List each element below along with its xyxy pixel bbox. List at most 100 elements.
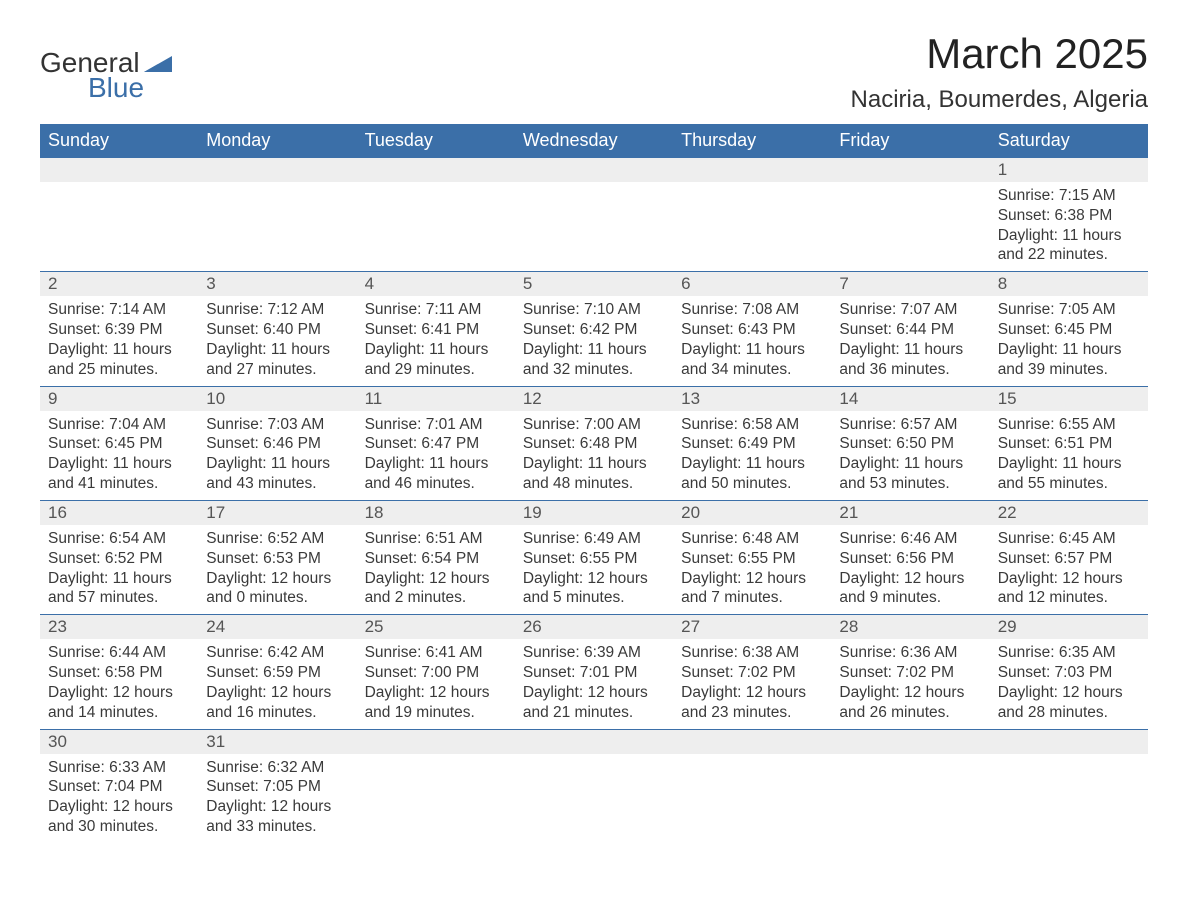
calendar-cell bbox=[357, 158, 515, 272]
calendar-cell: 28Sunrise: 6:36 AMSunset: 7:02 PMDayligh… bbox=[831, 615, 989, 729]
daylight-text: Daylight: 11 hours bbox=[48, 569, 190, 589]
day-body bbox=[40, 182, 198, 252]
daylight-text: and 9 minutes. bbox=[839, 588, 981, 608]
day-body: Sunrise: 6:49 AMSunset: 6:55 PMDaylight:… bbox=[515, 525, 673, 614]
day-number: 24 bbox=[198, 615, 356, 639]
daylight-text: Daylight: 11 hours bbox=[681, 454, 823, 474]
calendar-body: 1Sunrise: 7:15 AMSunset: 6:38 PMDaylight… bbox=[40, 158, 1148, 843]
daylight-text: Daylight: 11 hours bbox=[839, 454, 981, 474]
sunrise-text: Sunrise: 6:44 AM bbox=[48, 643, 190, 663]
daylight-text: Daylight: 11 hours bbox=[48, 454, 190, 474]
day-number: 30 bbox=[40, 730, 198, 754]
daylight-text: and 57 minutes. bbox=[48, 588, 190, 608]
sunset-text: Sunset: 6:56 PM bbox=[839, 549, 981, 569]
daylight-text: and 53 minutes. bbox=[839, 474, 981, 494]
daylight-text: Daylight: 11 hours bbox=[206, 454, 348, 474]
sunrise-text: Sunrise: 6:36 AM bbox=[839, 643, 981, 663]
sunset-text: Sunset: 7:03 PM bbox=[998, 663, 1140, 683]
sunrise-text: Sunrise: 6:35 AM bbox=[998, 643, 1140, 663]
sunset-text: Sunset: 6:49 PM bbox=[681, 434, 823, 454]
sunset-text: Sunset: 7:04 PM bbox=[48, 777, 190, 797]
sunset-text: Sunset: 6:55 PM bbox=[523, 549, 665, 569]
day-body: Sunrise: 6:33 AMSunset: 7:04 PMDaylight:… bbox=[40, 754, 198, 843]
day-body: Sunrise: 6:36 AMSunset: 7:02 PMDaylight:… bbox=[831, 639, 989, 728]
daylight-text: and 23 minutes. bbox=[681, 703, 823, 723]
sunrise-text: Sunrise: 6:58 AM bbox=[681, 415, 823, 435]
sunrise-text: Sunrise: 7:04 AM bbox=[48, 415, 190, 435]
calendar-cell: 22Sunrise: 6:45 AMSunset: 6:57 PMDayligh… bbox=[990, 500, 1148, 614]
day-number: 5 bbox=[515, 272, 673, 296]
sunset-text: Sunset: 6:51 PM bbox=[998, 434, 1140, 454]
sunrise-text: Sunrise: 7:03 AM bbox=[206, 415, 348, 435]
calendar-cell: 5Sunrise: 7:10 AMSunset: 6:42 PMDaylight… bbox=[515, 272, 673, 386]
sunset-text: Sunset: 6:47 PM bbox=[365, 434, 507, 454]
day-body: Sunrise: 6:48 AMSunset: 6:55 PMDaylight:… bbox=[673, 525, 831, 614]
daylight-text: Daylight: 12 hours bbox=[523, 569, 665, 589]
day-number bbox=[40, 158, 198, 182]
sunset-text: Sunset: 6:52 PM bbox=[48, 549, 190, 569]
sunset-text: Sunset: 6:38 PM bbox=[998, 206, 1140, 226]
day-body: Sunrise: 6:52 AMSunset: 6:53 PMDaylight:… bbox=[198, 525, 356, 614]
brand-triangle-icon bbox=[144, 50, 172, 75]
calendar-cell: 2Sunrise: 7:14 AMSunset: 6:39 PMDaylight… bbox=[40, 272, 198, 386]
daylight-text: and 32 minutes. bbox=[523, 360, 665, 380]
sunrise-text: Sunrise: 6:51 AM bbox=[365, 529, 507, 549]
sunset-text: Sunset: 7:02 PM bbox=[839, 663, 981, 683]
sunrise-text: Sunrise: 6:46 AM bbox=[839, 529, 981, 549]
sunrise-text: Sunrise: 7:07 AM bbox=[839, 300, 981, 320]
calendar-cell: 16Sunrise: 6:54 AMSunset: 6:52 PMDayligh… bbox=[40, 500, 198, 614]
day-number bbox=[198, 158, 356, 182]
day-number: 28 bbox=[831, 615, 989, 639]
daylight-text: Daylight: 11 hours bbox=[681, 340, 823, 360]
daylight-text: and 12 minutes. bbox=[998, 588, 1140, 608]
sunrise-text: Sunrise: 6:52 AM bbox=[206, 529, 348, 549]
day-number: 4 bbox=[357, 272, 515, 296]
sunrise-text: Sunrise: 7:12 AM bbox=[206, 300, 348, 320]
day-body: Sunrise: 7:00 AMSunset: 6:48 PMDaylight:… bbox=[515, 411, 673, 500]
sunset-text: Sunset: 6:46 PM bbox=[206, 434, 348, 454]
calendar-cell: 20Sunrise: 6:48 AMSunset: 6:55 PMDayligh… bbox=[673, 500, 831, 614]
sunrise-text: Sunrise: 6:38 AM bbox=[681, 643, 823, 663]
calendar-cell: 19Sunrise: 6:49 AMSunset: 6:55 PMDayligh… bbox=[515, 500, 673, 614]
day-body: Sunrise: 6:35 AMSunset: 7:03 PMDaylight:… bbox=[990, 639, 1148, 728]
day-body: Sunrise: 7:04 AMSunset: 6:45 PMDaylight:… bbox=[40, 411, 198, 500]
calendar-cell: 21Sunrise: 6:46 AMSunset: 6:56 PMDayligh… bbox=[831, 500, 989, 614]
daylight-text: and 14 minutes. bbox=[48, 703, 190, 723]
day-number: 25 bbox=[357, 615, 515, 639]
day-body: Sunrise: 6:46 AMSunset: 6:56 PMDaylight:… bbox=[831, 525, 989, 614]
sunrise-text: Sunrise: 7:15 AM bbox=[998, 186, 1140, 206]
calendar-cell: 4Sunrise: 7:11 AMSunset: 6:41 PMDaylight… bbox=[357, 272, 515, 386]
sunset-text: Sunset: 6:42 PM bbox=[523, 320, 665, 340]
day-body bbox=[515, 754, 673, 824]
calendar-cell: 29Sunrise: 6:35 AMSunset: 7:03 PMDayligh… bbox=[990, 615, 1148, 729]
day-number: 29 bbox=[990, 615, 1148, 639]
day-body: Sunrise: 7:11 AMSunset: 6:41 PMDaylight:… bbox=[357, 296, 515, 385]
day-body bbox=[673, 182, 831, 252]
daylight-text: and 46 minutes. bbox=[365, 474, 507, 494]
sunset-text: Sunset: 7:02 PM bbox=[681, 663, 823, 683]
day-number: 26 bbox=[515, 615, 673, 639]
day-number: 2 bbox=[40, 272, 198, 296]
daylight-text: Daylight: 12 hours bbox=[681, 569, 823, 589]
sunrise-text: Sunrise: 6:32 AM bbox=[206, 758, 348, 778]
daylight-text: and 22 minutes. bbox=[998, 245, 1140, 265]
sunrise-text: Sunrise: 6:39 AM bbox=[523, 643, 665, 663]
sunrise-text: Sunrise: 6:45 AM bbox=[998, 529, 1140, 549]
day-number bbox=[515, 730, 673, 754]
day-body bbox=[831, 182, 989, 252]
calendar-head: SundayMondayTuesdayWednesdayThursdayFrid… bbox=[40, 124, 1148, 158]
daylight-text: and 21 minutes. bbox=[523, 703, 665, 723]
day-number: 15 bbox=[990, 387, 1148, 411]
day-number: 14 bbox=[831, 387, 989, 411]
sunset-text: Sunset: 6:41 PM bbox=[365, 320, 507, 340]
daylight-text: Daylight: 12 hours bbox=[365, 569, 507, 589]
day-body bbox=[198, 182, 356, 252]
weekday-header: Saturday bbox=[990, 124, 1148, 158]
calendar-cell: 12Sunrise: 7:00 AMSunset: 6:48 PMDayligh… bbox=[515, 386, 673, 500]
day-number: 22 bbox=[990, 501, 1148, 525]
calendar-cell: 6Sunrise: 7:08 AMSunset: 6:43 PMDaylight… bbox=[673, 272, 831, 386]
day-number: 6 bbox=[673, 272, 831, 296]
daylight-text: Daylight: 12 hours bbox=[206, 683, 348, 703]
daylight-text: Daylight: 12 hours bbox=[998, 569, 1140, 589]
daylight-text: and 55 minutes. bbox=[998, 474, 1140, 494]
